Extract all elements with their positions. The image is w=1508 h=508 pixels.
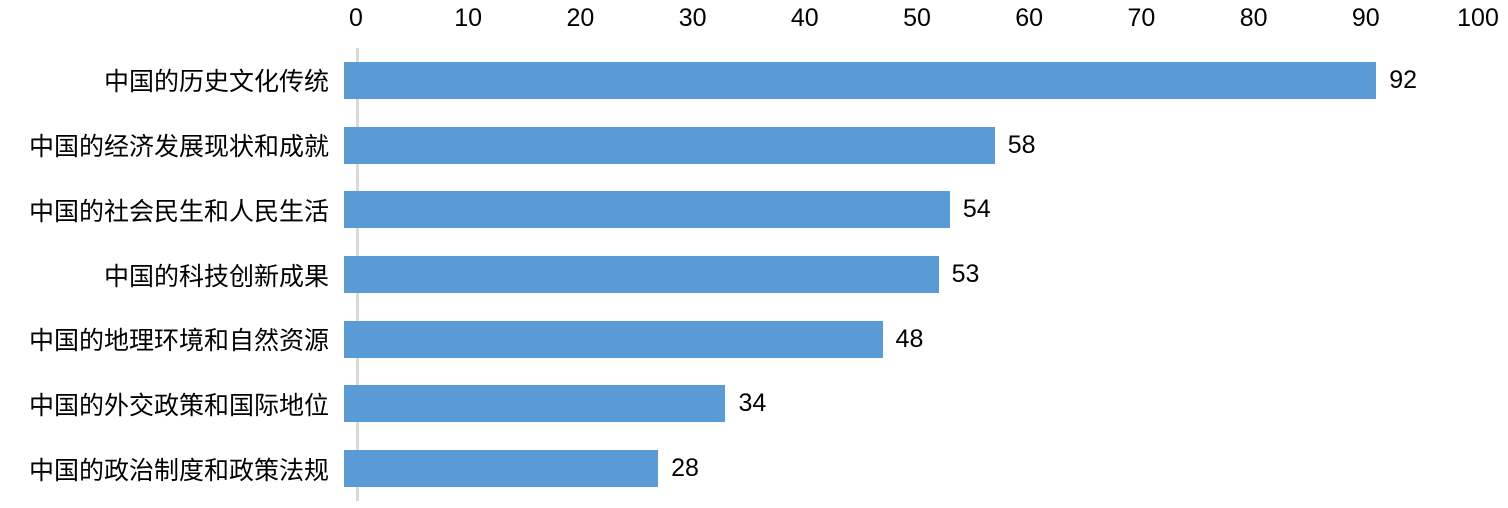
bar[interactable] (344, 256, 939, 294)
bar-rows: 中国的历史文化传统 92 中国的经济发展现状和成就 58 中国的社会民生和人民生… (0, 48, 1508, 501)
x-axis-tick-label: 0 (349, 4, 363, 32)
x-axis-tick-label: 50 (903, 4, 931, 32)
value-label: 92 (1389, 65, 1418, 94)
value-label: 53 (951, 260, 980, 289)
x-axis-tick-label: 90 (1351, 4, 1380, 32)
x-axis-tick-label: 10 (454, 4, 483, 32)
x-axis-tick-label: 80 (1239, 4, 1268, 32)
x-axis-tick-label: 70 (1127, 4, 1156, 32)
x-axis-tick-label: 60 (1015, 4, 1044, 32)
bar-row: 中国的社会民生和人民生活 54 (0, 177, 1508, 242)
bar-row: 中国的地理环境和自然资源 48 (0, 307, 1508, 372)
category-label: 中国的政治制度和政策法规 (28, 456, 329, 485)
category-label: 中国的地理环境和自然资源 (28, 327, 329, 356)
plot-area: 中国的历史文化传统 92 中国的经济发展现状和成就 58 中国的社会民生和人民生… (0, 48, 1508, 501)
value-label: 28 (671, 454, 699, 483)
bar[interactable] (344, 61, 1377, 99)
value-label: 34 (738, 389, 767, 418)
bar-track: 28 (344, 450, 1508, 488)
bar-track: 58 (344, 126, 1508, 164)
bar[interactable] (344, 126, 995, 164)
bar-track: 48 (344, 320, 1508, 358)
bar-row: 中国的经济发展现状和成就 58 (0, 113, 1508, 178)
bar[interactable] (344, 191, 950, 229)
x-axis: 0 10 20 30 40 50 60 70 80 90 100 (0, 0, 1508, 48)
bar-track: 92 (344, 61, 1508, 99)
x-axis-tick-label: 100 (1457, 4, 1499, 32)
x-axis-tick-label: 30 (678, 4, 707, 32)
bar-track: 54 (344, 191, 1508, 229)
category-label: 中国的外交政策和国际地位 (28, 391, 329, 420)
x-axis-tick-label: 20 (566, 4, 595, 32)
category-label: 中国的经济发展现状和成就 (28, 133, 329, 162)
category-label: 中国的社会民生和人民生活 (28, 197, 329, 226)
category-label: 中国的历史文化传统 (103, 68, 329, 97)
bar-row: 中国的历史文化传统 92 (0, 48, 1508, 113)
bar-row: 中国的科技创新成果 53 (0, 242, 1508, 307)
bar-row: 中国的外交政策和国际地位 34 (0, 372, 1508, 437)
value-label: 48 (895, 324, 924, 353)
value-label: 54 (962, 195, 991, 224)
bar-track: 34 (344, 385, 1508, 423)
bar[interactable] (344, 450, 659, 488)
category-label: 中国的科技创新成果 (103, 262, 329, 291)
bar[interactable] (344, 385, 726, 423)
value-label: 58 (1007, 130, 1036, 159)
bar-row: 中国的政治制度和政策法规 28 (0, 436, 1508, 501)
bar-track: 53 (344, 256, 1508, 294)
bar[interactable] (344, 320, 883, 358)
x-axis-tick-label: 40 (790, 4, 819, 32)
